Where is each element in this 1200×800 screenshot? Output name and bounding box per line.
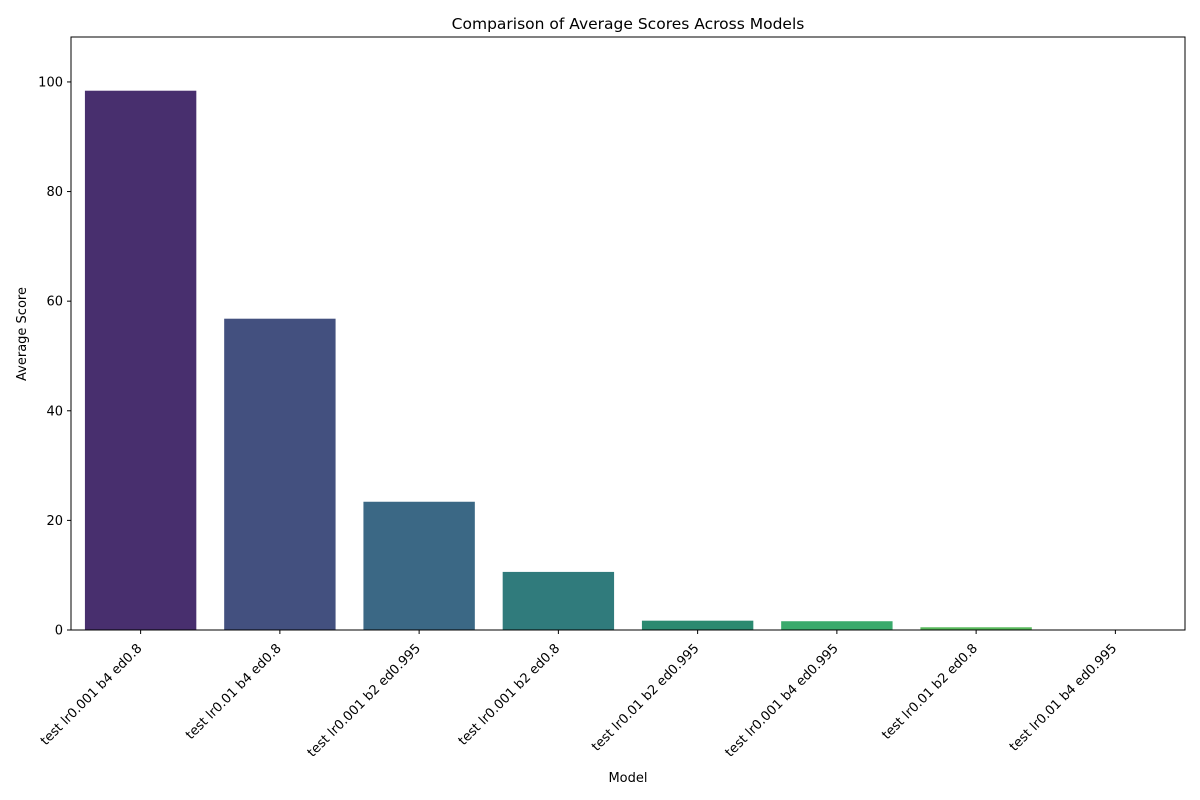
y-tick-label: 100 [38, 75, 63, 90]
x-tick-label: test lr0.01 b2 ed0.8 [879, 641, 981, 743]
x-axis: test lr0.001 b4 ed0.8 test lr0.01 b4 ed0.… [38, 630, 1120, 760]
x-tick-label: test lr0.001 b2 ed0.995 [305, 641, 424, 760]
y-tick-label: 40 [46, 404, 63, 419]
x-tick-label: test lr0.01 b2 ed0.995 [589, 641, 702, 754]
plot-area-frame [70, 36, 1186, 631]
y-tick-label: 80 [46, 185, 63, 200]
x-tick-label: test lr0.001 b2 ed0.8 [456, 641, 563, 748]
x-axis-title: Model [608, 771, 647, 786]
bar-2 [224, 318, 336, 630]
x-tick-label: test lr0.01 b4 ed0.995 [1007, 641, 1120, 754]
x-tick-label: test lr0.001 b4 ed0.8 [38, 641, 145, 748]
bar-1 [84, 90, 197, 630]
y-tick-label: 20 [46, 514, 63, 529]
bar-5 [641, 620, 754, 630]
y-tick-label: 60 [46, 295, 63, 310]
x-tick-label: test lr0.01 b4 ed0.8 [183, 641, 285, 743]
bar-7 [920, 627, 1032, 630]
y-tick-label: 0 [55, 624, 63, 639]
bar-4 [502, 571, 615, 630]
y-axis: 0 20 40 60 80 100 [38, 75, 71, 639]
x-tick-label: test lr0.001 b4 ed0.995 [723, 641, 842, 760]
bar-6 [781, 621, 893, 630]
bar-3 [363, 501, 475, 630]
y-axis-title: Average Score [15, 287, 30, 381]
chart-title: Comparison of Average Scores Across Mode… [452, 15, 805, 33]
bars-layer [84, 90, 1172, 630]
